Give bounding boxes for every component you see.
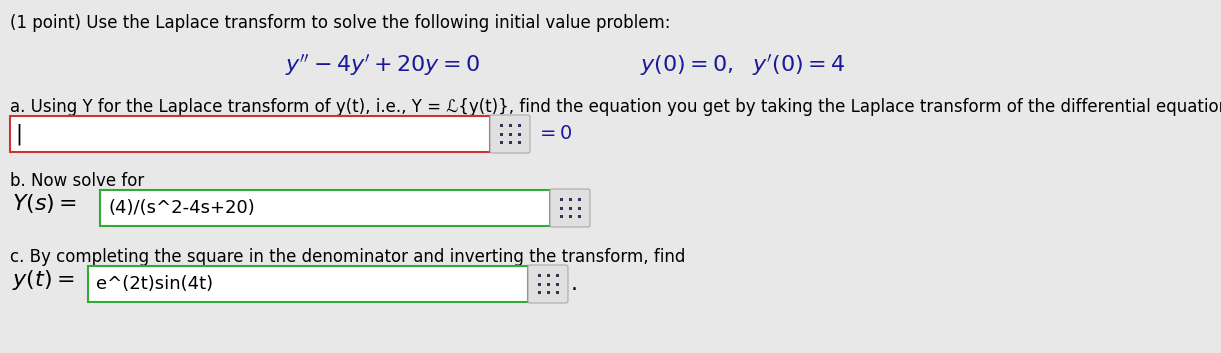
Bar [578,207,580,209]
Text: $Y(s) =$: $Y(s) =$ [12,192,77,215]
Text: $y(t) =$: $y(t) =$ [12,268,74,292]
Text: .: . [571,274,578,294]
Bar [559,215,563,218]
Bar [499,141,503,144]
FancyBboxPatch shape [527,265,568,303]
FancyBboxPatch shape [549,189,590,227]
Bar [508,141,512,144]
Bar [556,282,558,286]
Bar [537,291,541,294]
Text: (1 point) Use the Laplace transform to solve the following initial value problem: (1 point) Use the Laplace transform to s… [10,14,670,32]
Text: b. Now solve for: b. Now solve for [10,172,144,190]
Text: |: | [15,123,22,145]
Bar [499,132,503,136]
FancyBboxPatch shape [490,115,530,153]
Bar [518,132,520,136]
Bar [499,124,503,127]
Bar [569,215,571,218]
FancyBboxPatch shape [88,266,527,302]
Bar [518,141,520,144]
Bar [547,282,549,286]
Bar [559,198,563,201]
Bar [518,124,520,127]
Bar [556,274,558,277]
Text: a. Using Y for the Laplace transform of y(t), i.e., Y = ℒ{y(t)}, find the equati: a. Using Y for the Laplace transform of … [10,98,1221,116]
Bar [569,207,571,209]
Bar [508,124,512,127]
Bar [537,274,541,277]
FancyBboxPatch shape [100,190,549,226]
Bar [508,132,512,136]
FancyBboxPatch shape [10,116,490,152]
Bar [537,282,541,286]
Bar [559,207,563,209]
Text: $= 0$: $= 0$ [536,125,573,143]
Text: e^(2t)sin(4t): e^(2t)sin(4t) [96,275,214,293]
Text: (4)/(s^2-4s+20): (4)/(s^2-4s+20) [107,199,255,217]
Bar [547,291,549,294]
Bar [569,198,571,201]
Text: $y'' - 4y' + 20y = 0$: $y'' - 4y' + 20y = 0$ [284,52,480,78]
Bar [578,198,580,201]
Text: $y(0) = 0,\ \ y'(0) = 4$: $y(0) = 0,\ \ y'(0) = 4$ [640,52,845,78]
Bar [556,291,558,294]
Bar [578,215,580,218]
Bar [547,274,549,277]
Text: c. By completing the square in the denominator and inverting the transform, find: c. By completing the square in the denom… [10,248,685,266]
